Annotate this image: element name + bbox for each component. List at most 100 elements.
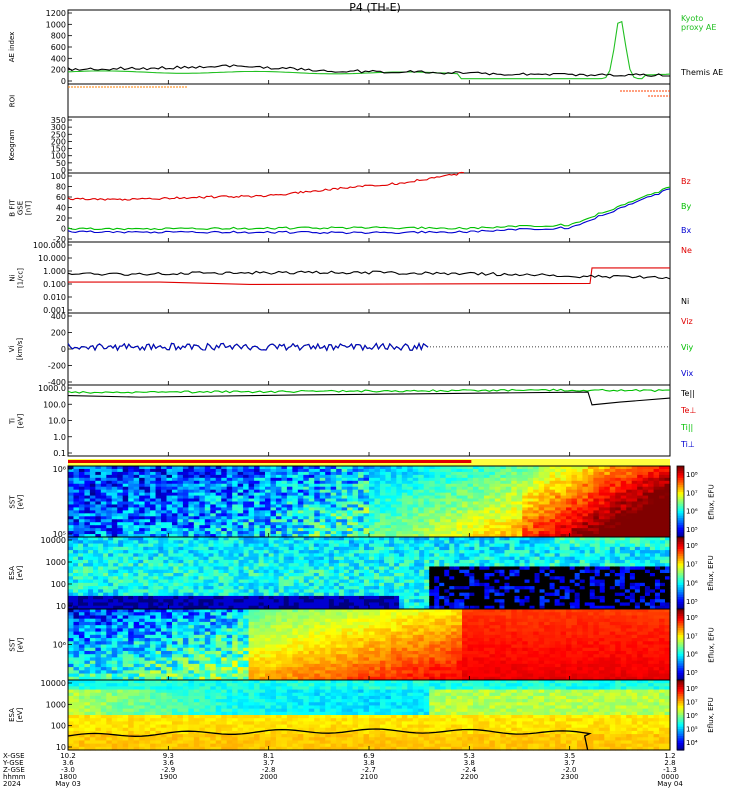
- vi-ytick-label: -400: [48, 378, 66, 387]
- colorbar-3-tick: 10⁶: [686, 712, 698, 720]
- footer-tick-5: 3.5 3.7 -2.0 2300: [560, 752, 579, 781]
- bfgm-ytick-label: 20: [56, 214, 66, 223]
- esa_i-ytick-label: 10: [56, 743, 66, 752]
- colorbar-1-tick: 10⁵: [686, 598, 698, 606]
- footer-tick-3: 6.9 3.8 -2.7 2100: [360, 752, 378, 781]
- roi-frame: [67, 83, 671, 118]
- keogram-ytick-label: 350: [51, 116, 66, 125]
- ni-ytick-label: 100.000: [33, 241, 66, 250]
- ti-ylabel: Ti [eV]: [8, 413, 24, 428]
- sst_e-ytick-label: 10⁵: [53, 530, 66, 539]
- colorbar-3-label: Eflux, EFU: [707, 697, 715, 733]
- bfgm-ytick-label: 60: [56, 193, 66, 202]
- ti-ytick-label: 1000.0: [38, 384, 66, 393]
- esa_i-ytick-label: 10000: [41, 679, 66, 688]
- colorbar-0-tick: 10⁷: [686, 489, 698, 497]
- esa_e-ytick-label: 1000: [46, 558, 66, 567]
- esa-ion-density-line: [67, 728, 592, 751]
- vi-ytick-label: 400: [51, 312, 66, 321]
- esa_i-ylabel: ESA [eV]: [8, 707, 24, 723]
- ti-ytick-label: 1.0: [53, 433, 66, 442]
- bfgm-ytick-label: 40: [56, 204, 66, 213]
- ti-series-ti-par: [67, 388, 671, 394]
- ae-ytick-label: 400: [51, 54, 66, 63]
- bfgm-series-by: [67, 186, 671, 231]
- ae-legend-0: Kyoto proxy AE: [681, 14, 717, 32]
- ni-ytick-label: 0.100: [43, 280, 66, 289]
- footer-tick-2: 8.1 3.7 -2.8 2000: [259, 752, 278, 781]
- colorbar-2-label: Eflux, EFU: [707, 626, 715, 663]
- colorbar-3-tick: 10⁸: [686, 685, 698, 693]
- keogram-ytick-label: 100: [51, 152, 66, 161]
- ti-legend-2: Ti||: [681, 423, 694, 432]
- colorbar-0-tick: 10⁵: [686, 526, 698, 534]
- ae-ytick-label: 1200: [46, 9, 66, 18]
- ti-ytick-label: 0.1: [53, 449, 66, 458]
- ti-legend-0: Te||: [681, 389, 695, 398]
- colorbar-2-tick: 10⁷: [686, 632, 698, 640]
- footer-tick-1: 9.3 3.6 -2.9 1900: [159, 752, 178, 781]
- esa_e-spectrogram: [68, 537, 671, 610]
- bfgm-ylabel: B FIT GSE [nT]: [8, 198, 32, 217]
- bfgm-ytick-label: 80: [56, 183, 66, 192]
- keogram-ytick-label: 0: [61, 166, 66, 175]
- colorbar-2-tick: 10⁶: [686, 651, 698, 659]
- colorbar-0-label: Eflux, EFU: [707, 483, 715, 520]
- ni-ytick-label: 0.010: [43, 293, 66, 302]
- ae-ytick-label: 200: [51, 66, 66, 75]
- keogram-ytick-label: 150: [51, 145, 66, 154]
- bfgm-legend-2: Bx: [681, 226, 692, 235]
- keogram-frame: [67, 116, 671, 174]
- keogram-ytick-label: 250: [51, 130, 66, 139]
- sst_e-ytick-label: 10⁶: [53, 465, 66, 474]
- colorbar-1-label: Eflux, EFU: [707, 555, 715, 591]
- vi-ylabel: Vi [km/s]: [8, 337, 24, 361]
- colorbar-2-tick: 10⁵: [686, 669, 698, 677]
- ae-ytick-label: 800: [51, 32, 66, 41]
- colorbar-1-tick: 10⁸: [686, 542, 698, 550]
- ni-ytick-label: 10.000: [38, 254, 66, 263]
- footer-tick-4: 5.3 3.8 -2.4 2200: [460, 752, 479, 781]
- ni-ytick-label: 1.000: [43, 267, 66, 276]
- keogram-ytick-label: 300: [51, 123, 66, 132]
- esa_e-ytick-label: 10: [56, 602, 66, 611]
- ae-series-kyoto: [67, 20, 671, 80]
- esa_e-ytick-label: 100: [51, 580, 66, 589]
- bfgm-legend-0: Bz: [681, 177, 691, 186]
- sst_e-spectrogram: [68, 466, 671, 538]
- ti-ytick-label: 100.0: [43, 400, 66, 409]
- ti-legend-3: Ti⊥: [681, 440, 695, 449]
- bfgm-series-bx: [67, 188, 671, 235]
- colorbar-0-tick: 10⁸: [686, 471, 698, 479]
- vi-legend-1: Viy: [681, 343, 694, 352]
- footer-tick-6: 1.2 2.8 -1.3 0000 May 04: [657, 752, 683, 788]
- esa_i-ytick-label: 100: [51, 722, 66, 731]
- ni-legend-1: Ni: [681, 297, 690, 306]
- esa_i-spectrogram: [68, 680, 671, 751]
- vi-series-vix: [67, 342, 429, 352]
- esa_i-ytick-label: 1000: [46, 700, 66, 709]
- vi-ytick-label: -200: [48, 362, 66, 371]
- bfgm-series-bz: [67, 171, 465, 201]
- esa_e-ylabel: ESA [eV]: [8, 565, 24, 581]
- colorbar-3-frame: [676, 679, 685, 751]
- sst_e-ylabel: SST [eV]: [8, 494, 24, 509]
- bfgm-ytick-label: 0: [61, 225, 66, 234]
- ni-ylabel: Ni [1/cc]: [8, 267, 24, 288]
- colorbar-3-tick: 10⁵: [686, 726, 698, 734]
- vi-ytick-label: 0: [61, 345, 66, 354]
- ae-legend-1: Themis AE: [681, 68, 724, 77]
- ti-series-te-par: [67, 391, 671, 406]
- bfgm-frame: [67, 172, 671, 243]
- ae-ylabel: AE index: [8, 31, 16, 63]
- ae-ytick-label: 1000: [46, 20, 66, 29]
- vi-frame: [67, 312, 671, 386]
- colorbar-3-tick: 10⁴: [686, 739, 698, 747]
- keogram-ytick-label: 50: [56, 159, 66, 168]
- footer-row-labels: X-GSE Y-GSE Z-GSE hhmm 2024: [3, 752, 26, 788]
- ti-ytick-label: 10.0: [48, 417, 66, 426]
- esa_e-ytick-label: 10000: [41, 536, 66, 545]
- ae-ytick-label: 600: [51, 43, 66, 52]
